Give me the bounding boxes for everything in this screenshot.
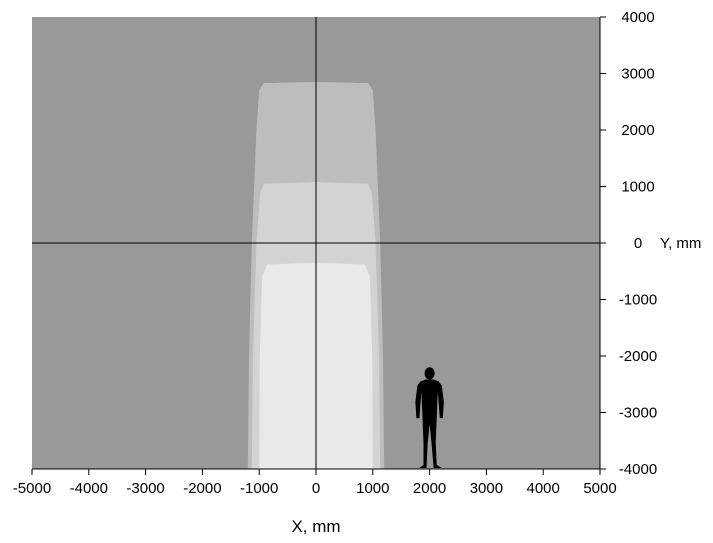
x-axis-label: X, mm xyxy=(291,517,340,536)
x-tick-label: -1000 xyxy=(240,480,278,497)
x-tick-label: 4000 xyxy=(527,480,560,497)
x-tick-label: -3000 xyxy=(126,480,164,497)
y-axis-label: Y, mm xyxy=(660,235,701,252)
y-tick-label: 3000 xyxy=(621,66,654,83)
y-tick-label: 1000 xyxy=(621,179,654,196)
x-tick-label: 0 xyxy=(312,480,320,497)
x-tick-label: 1000 xyxy=(356,480,389,497)
y-tick-label: 4000 xyxy=(621,9,654,26)
y-tick-label: 0 xyxy=(634,235,642,252)
x-tick-label: -4000 xyxy=(70,480,108,497)
y-tick-label: 2000 xyxy=(621,122,654,139)
x-tick-label: 2000 xyxy=(413,480,446,497)
y-tick-label: -4000 xyxy=(619,461,657,478)
y-tick-label: -2000 xyxy=(619,348,657,365)
y-tick-label: -3000 xyxy=(619,405,657,422)
x-tick-label: 3000 xyxy=(470,480,503,497)
x-tick-label: 5000 xyxy=(583,480,616,497)
x-tick-label: -5000 xyxy=(13,480,51,497)
x-tick-label: -2000 xyxy=(183,480,221,497)
y-tick-label: -1000 xyxy=(619,292,657,309)
person-silhouette-icon xyxy=(415,367,444,468)
